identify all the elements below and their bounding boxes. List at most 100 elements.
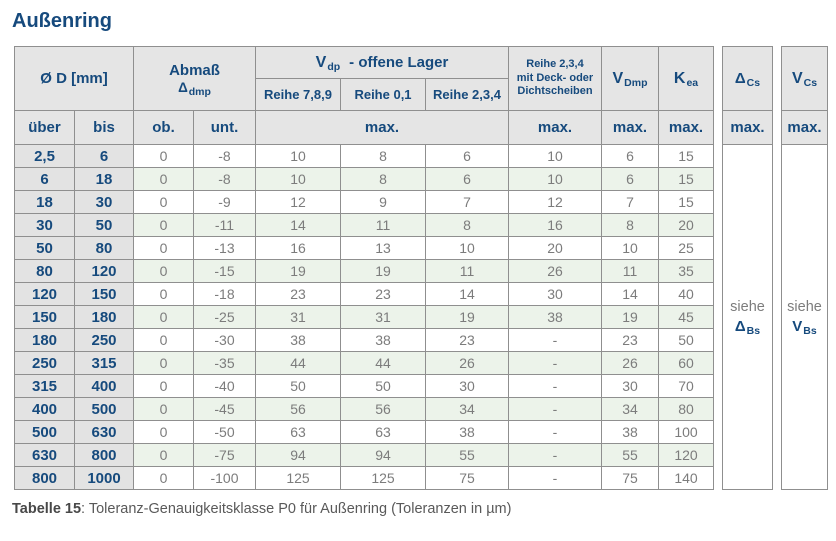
table-row: 150 180 0 -25 31 31 19 38 19 45 xyxy=(14,305,828,329)
value-cell: 75 xyxy=(425,466,509,490)
column-gap xyxy=(772,213,782,237)
value-cell: - xyxy=(508,420,602,444)
diameter-cell: 50 xyxy=(14,236,75,260)
diameter-cell: 150 xyxy=(14,305,75,329)
col-header-reihe01: Reihe 0,1 xyxy=(340,78,426,111)
value-cell: 26 xyxy=(601,351,659,375)
value-cell: 14 xyxy=(255,213,341,237)
diameter-cell: 400 xyxy=(74,374,134,398)
column-gap xyxy=(713,259,723,283)
diameter-cell: 800 xyxy=(14,466,75,490)
diameter-cell: 30 xyxy=(74,190,134,214)
value-cell: 31 xyxy=(255,305,341,329)
value-cell: 0 xyxy=(133,305,194,329)
value-cell: 0 xyxy=(133,259,194,283)
value-cell: 45 xyxy=(658,305,714,329)
value-cell: 75 xyxy=(601,466,659,490)
value-cell: - xyxy=(508,351,602,375)
diameter-cell: 18 xyxy=(14,190,75,214)
value-cell: -13 xyxy=(193,236,256,260)
value-cell: 38 xyxy=(255,328,341,352)
value-cell: 55 xyxy=(425,443,509,467)
table-row: 250 315 0 -35 44 44 26-26 60 xyxy=(14,351,828,375)
value-cell: - xyxy=(508,466,602,490)
column-gap xyxy=(772,420,782,444)
value-cell: 19 xyxy=(425,305,509,329)
value-cell: 25 xyxy=(658,236,714,260)
table-caption: Tabelle 15: Toleranz-Genauigkeitsklasse … xyxy=(12,501,836,517)
value-cell: 26 xyxy=(508,259,602,283)
value-cell: 10 xyxy=(255,167,341,191)
value-cell: 100 xyxy=(658,420,714,444)
column-gap xyxy=(713,190,723,214)
diameter-cell: 2,5 xyxy=(14,144,75,168)
diameter-cell: 80 xyxy=(14,259,75,283)
col-header-vdp-group: Vdp - offene Lager xyxy=(255,46,509,79)
value-cell: 15 xyxy=(658,190,714,214)
diameter-cell: 630 xyxy=(14,443,75,467)
header-row-reihe: Reihe 7,8,9 Reihe 0,1 Reihe 2,3,4 xyxy=(15,78,828,111)
page-title: Außenring xyxy=(12,10,112,32)
table-row: 30 50 0 -11 14 11 8 16 8 20 xyxy=(14,213,828,237)
value-cell: 0 xyxy=(133,397,194,421)
header-row-max: über bis ob. unt. max. max. max. max. ma… xyxy=(14,110,828,145)
value-cell: -50 xyxy=(193,420,256,444)
column-gap xyxy=(713,305,723,329)
diameter-cell: 400 xyxy=(14,397,75,421)
diameter-cell: 250 xyxy=(74,328,134,352)
value-cell: 23 xyxy=(255,282,341,306)
value-cell: 50 xyxy=(340,374,426,398)
diameter-cell: 180 xyxy=(14,328,75,352)
value-cell: 19 xyxy=(340,259,426,283)
value-cell: -8 xyxy=(193,144,256,168)
column-gap xyxy=(772,110,782,145)
value-cell: 60 xyxy=(658,351,714,375)
value-cell: 26 xyxy=(425,351,509,375)
value-cell: 80 xyxy=(658,397,714,421)
column-gap xyxy=(713,236,723,260)
value-cell: 125 xyxy=(340,466,426,490)
diameter-cell: 500 xyxy=(74,397,134,421)
value-cell: 6 xyxy=(425,167,509,191)
value-cell: 0 xyxy=(133,443,194,467)
value-cell: 38 xyxy=(425,420,509,444)
header-row-groups: Ø D [mm] Abmaß Δdmp Vdp - offene Lager Re… xyxy=(14,46,828,111)
value-cell: 10 xyxy=(508,167,602,191)
value-cell: 10 xyxy=(601,236,659,260)
column-gap xyxy=(772,374,782,398)
value-cell: -15 xyxy=(193,259,256,283)
value-cell: 38 xyxy=(601,420,659,444)
value-cell: 11 xyxy=(340,213,426,237)
value-cell: 0 xyxy=(133,282,194,306)
value-cell: 14 xyxy=(601,282,659,306)
value-cell: 0 xyxy=(133,351,194,375)
column-gap xyxy=(772,144,782,168)
column-gap xyxy=(713,213,723,237)
value-cell: - xyxy=(508,374,602,398)
col-header-unt: unt. xyxy=(193,110,256,145)
value-cell: -30 xyxy=(193,328,256,352)
diameter-cell: 6 xyxy=(14,167,75,191)
value-cell: 13 xyxy=(340,236,426,260)
value-cell: 20 xyxy=(658,213,714,237)
diameter-cell: 800 xyxy=(74,443,134,467)
table-row: 500 630 0 -50 63 63 38-38 100 xyxy=(14,420,828,444)
value-cell: 0 xyxy=(133,466,194,490)
value-cell: 34 xyxy=(425,397,509,421)
value-cell: 7 xyxy=(601,190,659,214)
value-cell: 44 xyxy=(340,351,426,375)
max-label: max. xyxy=(722,110,773,145)
value-cell: 0 xyxy=(133,328,194,352)
table-row: 6 18 0 -8 10 8 6 10 6 15 xyxy=(14,167,828,191)
column-gap xyxy=(713,328,723,352)
value-cell: 35 xyxy=(658,259,714,283)
value-cell: - xyxy=(508,328,602,352)
value-cell: 11 xyxy=(601,259,659,283)
value-cell: -25 xyxy=(193,305,256,329)
diameter-cell: 50 xyxy=(74,213,134,237)
column-gap xyxy=(713,46,723,111)
siehe-v-bs-cell: siehe VBs xyxy=(781,144,828,490)
value-cell: 19 xyxy=(601,305,659,329)
value-cell: 8 xyxy=(425,213,509,237)
value-cell: -11 xyxy=(193,213,256,237)
